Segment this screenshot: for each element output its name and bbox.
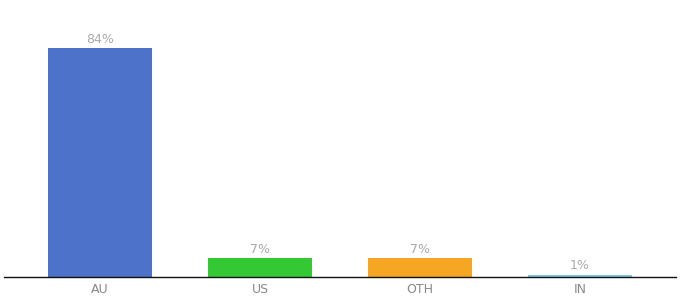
Text: 7%: 7% xyxy=(410,243,430,256)
Text: 1%: 1% xyxy=(570,260,590,272)
Bar xyxy=(208,258,312,277)
Bar xyxy=(368,258,472,277)
Bar xyxy=(48,48,152,277)
Text: 7%: 7% xyxy=(250,243,270,256)
Text: 84%: 84% xyxy=(86,33,114,46)
Bar xyxy=(528,274,632,277)
